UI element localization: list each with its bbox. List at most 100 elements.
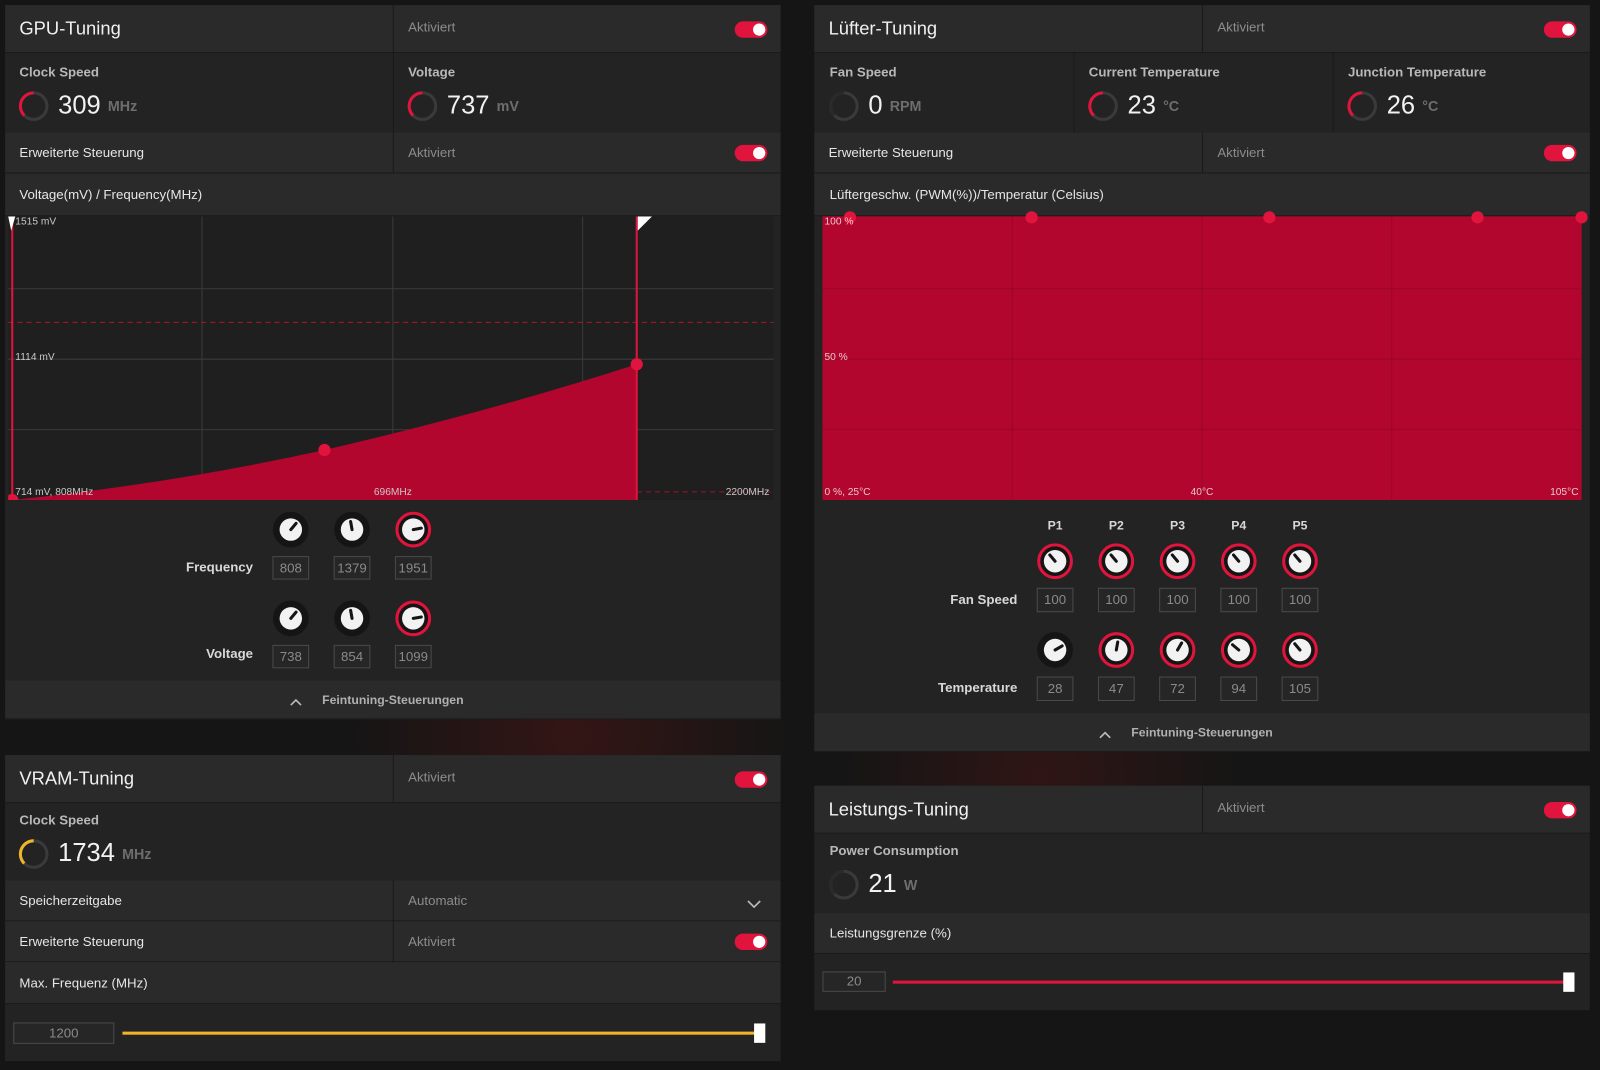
value-box[interactable]: 20 (822, 971, 886, 992)
knob[interactable] (334, 511, 371, 548)
gauge-svg (407, 91, 438, 121)
knob[interactable] (1220, 632, 1257, 669)
curve-area (12, 364, 637, 500)
fine-tuning-toggle[interactable]: Feintuning-Steuerungen (1131, 725, 1273, 740)
gauge (828, 868, 861, 901)
panel-title: GPU-Tuning (19, 18, 121, 39)
knob[interactable] (1220, 543, 1257, 580)
status-label: Aktiviert (1217, 144, 1265, 161)
value-box[interactable]: 1099 (394, 644, 432, 669)
setting-label: Max. Frequenz (MHz) (19, 975, 148, 991)
metric-label: Current Temperature (1088, 64, 1220, 80)
chevron-down-svg (747, 900, 761, 909)
setting-label: Erweiterte Steuerung (19, 144, 145, 161)
point-label: P4 (1231, 518, 1247, 533)
toggle[interactable] (734, 144, 768, 162)
axis-label: 0 %, 25°C (824, 486, 871, 498)
divider (392, 5, 394, 54)
gauge-arc (18, 839, 34, 865)
value-box[interactable]: 100 (1281, 587, 1319, 613)
knob[interactable] (1282, 543, 1319, 580)
status-label: Aktiviert (408, 19, 456, 35)
axis-label: 696MHz (373, 486, 412, 498)
toggle[interactable] (734, 933, 768, 950)
chevron (747, 900, 761, 909)
setting-row (814, 913, 1590, 955)
value-box[interactable]: 1379 (333, 556, 371, 580)
voltage-frequency-chart (6, 216, 774, 507)
value-box[interactable]: 94 (1220, 676, 1258, 702)
value-box[interactable]: 100 (1220, 587, 1258, 613)
curve-point[interactable] (318, 443, 331, 457)
value-box[interactable]: 28 (1036, 676, 1074, 702)
setting-row (5, 962, 781, 1005)
point-label: P1 (1047, 518, 1063, 533)
toggle[interactable] (1543, 21, 1577, 38)
gauge-arc (1088, 91, 1104, 117)
fine-tuning-toggle[interactable]: Feintuning-Steuerungen (322, 692, 464, 708)
metric-label: Fan Speed (829, 64, 897, 80)
knob[interactable] (1159, 543, 1196, 580)
curve-point[interactable] (1025, 211, 1038, 224)
toggle[interactable] (1543, 144, 1577, 162)
metric-value: 309 (58, 90, 101, 120)
slider-handle[interactable] (754, 1023, 766, 1043)
knob-svg (1159, 632, 1196, 668)
handle[interactable] (8, 216, 16, 231)
value-box[interactable]: 47 (1097, 676, 1135, 702)
knob[interactable] (1098, 543, 1135, 580)
value-box[interactable]: 1200 (13, 1022, 115, 1044)
knob[interactable] (395, 511, 432, 548)
divider (392, 132, 394, 174)
value-box[interactable]: 100 (1097, 587, 1135, 613)
knob[interactable] (1282, 632, 1319, 669)
knob[interactable] (1037, 632, 1074, 669)
knob[interactable] (272, 511, 309, 548)
curve-point[interactable] (1471, 211, 1484, 224)
toggle[interactable] (1543, 802, 1577, 819)
knob[interactable] (334, 600, 371, 637)
curve-point[interactable] (843, 211, 857, 224)
row-label: Voltage (206, 645, 254, 662)
knob[interactable] (395, 600, 432, 637)
value-box[interactable]: 72 (1159, 676, 1196, 702)
knob-pointer (411, 526, 423, 532)
value-box[interactable]: 100 (1159, 587, 1196, 613)
slider-handle[interactable] (1563, 972, 1575, 992)
knob[interactable] (272, 600, 309, 637)
toggle[interactable] (734, 771, 768, 788)
fan-curve-chart (822, 210, 1588, 500)
value-box[interactable]: 105 (1281, 676, 1319, 702)
chart-title-row (5, 173, 781, 217)
knob-svg (1220, 543, 1257, 580)
handle[interactable] (637, 216, 653, 231)
toggle[interactable] (734, 21, 768, 38)
status-label: Aktiviert (1217, 19, 1265, 35)
value-box[interactable]: 1951 (394, 556, 432, 580)
value-box[interactable]: 738 (272, 644, 310, 669)
metric-unit: °C (1163, 97, 1180, 115)
knob[interactable] (1159, 632, 1196, 669)
divider (1073, 53, 1075, 133)
metric-label: Voltage (408, 64, 456, 80)
divider (1202, 785, 1204, 834)
curve-point[interactable] (630, 358, 643, 371)
curve-point[interactable] (1263, 211, 1276, 224)
knob-svg (1037, 632, 1073, 668)
knob-svg (1282, 632, 1318, 668)
knob-pointer (411, 615, 423, 620)
knob-svg (1159, 543, 1196, 580)
value-box[interactable]: 808 (272, 556, 310, 580)
panel-title: Leistungs-Tuning (828, 798, 969, 820)
value-box[interactable]: 854 (333, 644, 371, 669)
value-box[interactable]: 100 (1036, 587, 1074, 613)
metric-value: 0 (868, 90, 883, 120)
curve-point[interactable] (1575, 211, 1588, 224)
chevron-up (1098, 727, 1112, 739)
knob[interactable] (1037, 543, 1074, 580)
dropdown[interactable]: Automatic (408, 892, 468, 909)
knob[interactable] (1098, 632, 1135, 669)
chevron (290, 698, 302, 706)
knob-pointer (289, 610, 298, 620)
